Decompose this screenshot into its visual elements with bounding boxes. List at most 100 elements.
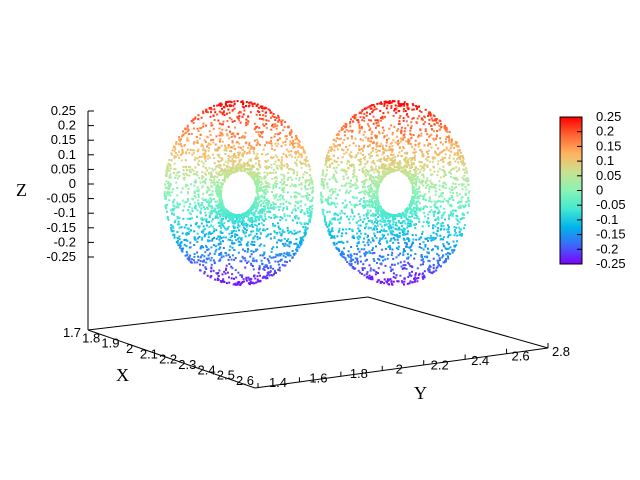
scatter-point	[192, 152, 195, 155]
scatter-point	[393, 162, 396, 165]
scatter-point	[463, 206, 465, 209]
scatter-point	[338, 189, 341, 192]
scatter-point	[403, 250, 406, 252]
scatter-point	[331, 218, 334, 221]
scatter-point	[227, 146, 230, 149]
scatter-point	[265, 277, 268, 280]
scatter-point	[377, 212, 380, 215]
scatter-point	[330, 203, 333, 206]
scatter-point	[412, 192, 414, 194]
scatter-point	[452, 167, 455, 170]
scatter-point	[268, 209, 271, 212]
scatter-point	[274, 142, 277, 145]
scatter-point	[383, 234, 385, 237]
scatter-point	[363, 165, 366, 168]
scatter-point	[369, 185, 372, 188]
scatter-point	[349, 122, 352, 125]
scatter-point	[308, 194, 311, 196]
scatter-point	[360, 127, 363, 130]
scatter-point	[343, 184, 346, 187]
scatter-point	[392, 163, 394, 166]
scatter-point	[405, 162, 408, 164]
scatter-point	[359, 260, 362, 263]
scatter-point	[403, 101, 406, 104]
scatter-point	[438, 257, 441, 260]
scatter-point	[210, 270, 212, 273]
scatter-point	[320, 201, 323, 204]
scatter-point	[261, 136, 264, 139]
scatter-point	[455, 170, 458, 173]
scatter-point	[300, 200, 303, 203]
scatter-point	[252, 237, 255, 240]
scatter-point	[280, 122, 283, 125]
scatter-point	[430, 124, 433, 127]
scatter-point	[380, 179, 383, 182]
scatter-point	[409, 170, 412, 172]
scatter-point	[307, 193, 310, 196]
scatter-point	[249, 255, 252, 258]
scatter-point	[439, 234, 442, 237]
scatter-point	[395, 215, 398, 218]
scatter-point	[247, 282, 250, 285]
scatter-point	[214, 216, 217, 219]
scatter-point	[197, 190, 200, 193]
scatter-point	[216, 153, 219, 156]
scatter-point	[223, 163, 226, 166]
scatter-point	[222, 210, 225, 213]
scatter-point	[403, 283, 405, 286]
scatter-point	[205, 220, 208, 222]
scatter-point	[382, 230, 385, 232]
scatter-point	[186, 253, 189, 256]
scatter-point	[258, 111, 261, 114]
scatter-point	[375, 271, 378, 274]
scatter-point	[462, 178, 465, 181]
scatter-point	[225, 149, 228, 152]
scatter-point	[398, 160, 401, 163]
scatter-point	[286, 148, 289, 151]
scatter-point	[282, 191, 285, 194]
scatter-point	[189, 241, 192, 244]
scatter-point	[222, 240, 224, 243]
scatter-point	[199, 212, 202, 215]
scatter-point	[225, 214, 228, 217]
scatter-point	[306, 196, 309, 199]
scatter-point	[389, 215, 392, 218]
scatter-point	[195, 173, 198, 176]
scatter-point	[220, 200, 223, 203]
scatter-point	[442, 261, 445, 264]
scatter-point	[353, 114, 356, 117]
scatter-point	[407, 237, 410, 240]
scatter-point	[212, 259, 215, 262]
scatter-point	[295, 134, 298, 137]
scatter-point	[256, 187, 259, 190]
scatter-point	[426, 179, 429, 182]
scatter-point	[387, 225, 390, 228]
scatter-point	[265, 111, 267, 114]
scatter-point	[307, 179, 310, 182]
scatter-point	[170, 167, 172, 170]
scatter-point	[238, 142, 241, 145]
scatter-point	[400, 224, 403, 227]
scatter-point	[277, 254, 280, 257]
scatter-point	[462, 164, 465, 167]
scatter-point	[376, 220, 379, 223]
scatter-point	[412, 185, 415, 188]
scatter-point	[289, 254, 292, 257]
scatter-point	[409, 212, 412, 214]
scatter-point	[383, 282, 386, 285]
scatter-point	[177, 150, 180, 153]
scatter-point	[262, 114, 265, 117]
scatter-point	[202, 112, 205, 115]
scatter-point	[221, 211, 224, 214]
scatter-point	[406, 211, 409, 214]
scatter-point	[223, 175, 226, 178]
scatter-point	[395, 234, 398, 237]
scatter-point	[166, 186, 168, 189]
scatter-point	[379, 160, 382, 163]
scatter-point	[263, 124, 266, 127]
scatter-point	[231, 146, 234, 149]
scatter-point	[182, 165, 185, 168]
scatter-point	[376, 280, 379, 283]
scatter-point	[415, 170, 418, 173]
scatter-point	[287, 232, 290, 235]
